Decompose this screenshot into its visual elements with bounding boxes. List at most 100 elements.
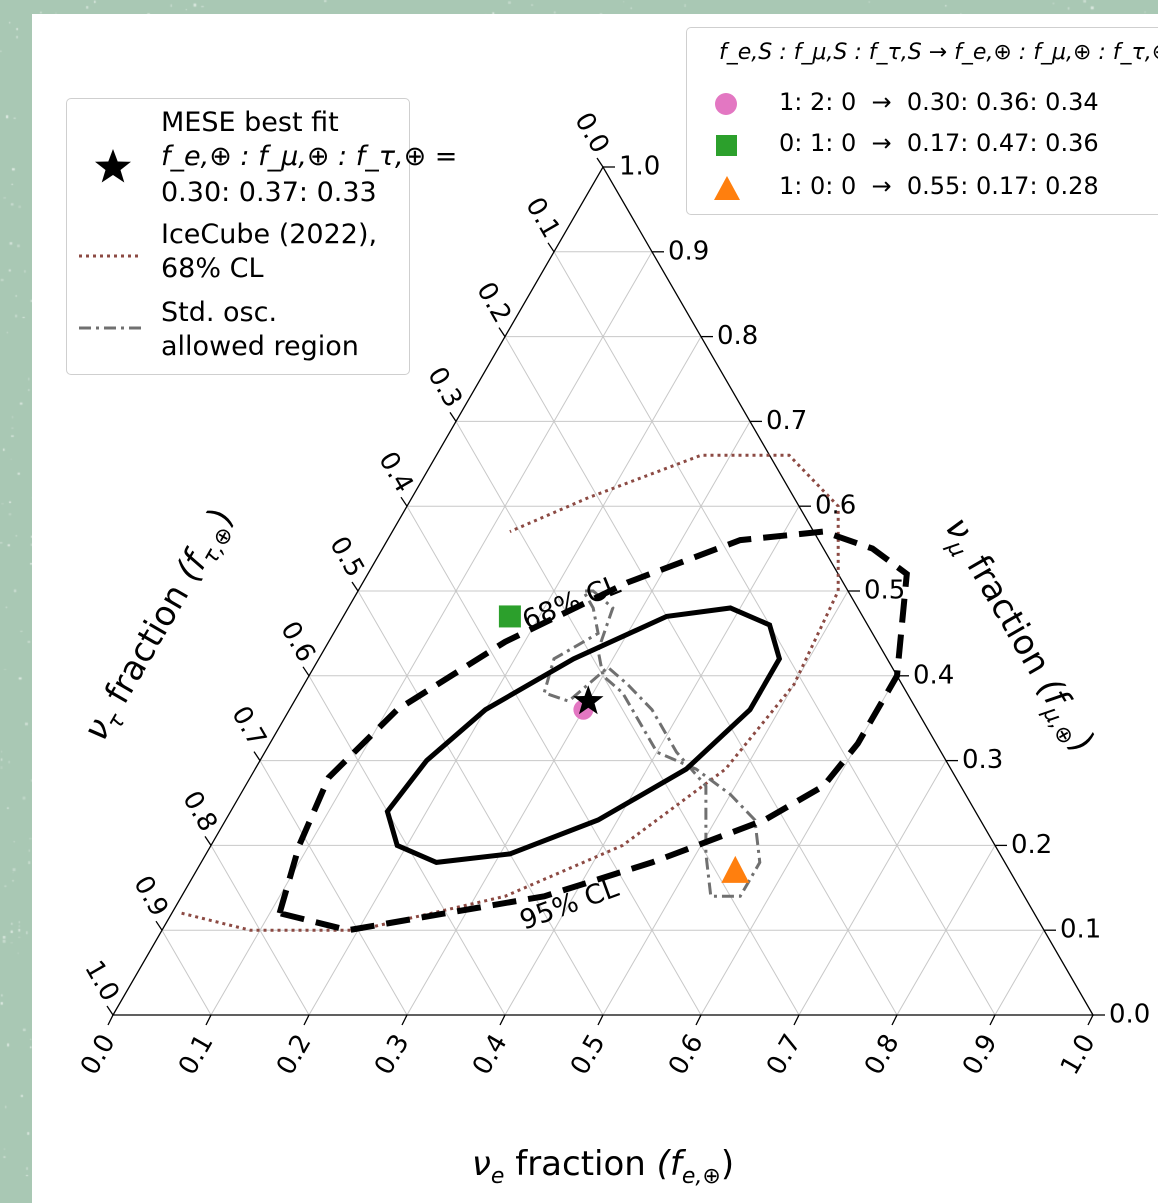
tick-label-right: 0.7 <box>766 406 807 436</box>
contour-95cl <box>275 528 910 934</box>
star-marker-icon <box>95 149 131 183</box>
tick-label-bottom: 0.9 <box>957 1029 1004 1080</box>
tick-left <box>498 327 506 337</box>
legend-stdosc-region: allowed region <box>161 331 359 362</box>
tick-bottom <box>401 1014 408 1026</box>
tick-left <box>155 920 163 931</box>
orange-triangle-icon <box>714 176 740 200</box>
tick-bottom <box>499 1014 506 1026</box>
label-95cl: 95% CL <box>516 872 623 936</box>
tick-label-left: 1.0 <box>78 956 125 1007</box>
tick-label-right: 0.8 <box>717 321 758 351</box>
tick-left <box>253 751 261 761</box>
tick-label-right: 0.3 <box>962 745 1003 775</box>
tick-left <box>596 157 604 168</box>
grid-line-fe <box>896 845 996 1016</box>
tick-label-right: 1.0 <box>619 152 660 182</box>
tick-label-bottom: 0.8 <box>859 1029 906 1080</box>
tick-bottom <box>205 1014 212 1026</box>
legend-bestfit-label: MESE best fit <box>161 107 339 138</box>
tick-label-left: 0.4 <box>372 447 419 498</box>
tick-label-bottom: 0.5 <box>565 1029 612 1080</box>
tick-label-bottom: 0.6 <box>663 1029 710 1080</box>
tick-label-left: 0.5 <box>323 532 370 583</box>
label-68cl: 68% CL <box>518 569 625 636</box>
tick-bottom <box>1087 1014 1094 1026</box>
grid-line-fe <box>994 929 1045 1016</box>
tick-left <box>351 581 359 592</box>
legend-left: MESE best fit f_e,⊕ : f_μ,⊕ : f_τ,⊕ = 0.… <box>66 98 457 375</box>
legend-bestfit-values: 0.30: 0.37: 0.33 <box>161 177 377 208</box>
legend-right: f_e,S : f_μ,S : f_τ,S → f_e,⊕ : f_μ,⊕ : … <box>686 27 1158 215</box>
tick-left <box>547 242 555 253</box>
grid-line-ftau <box>455 421 800 1016</box>
tick-bottom <box>597 1014 604 1026</box>
tick-label-bottom: 1.0 <box>1055 1029 1102 1080</box>
icecube-line-sample <box>79 254 141 258</box>
tick-label-left: 0.2 <box>470 277 517 328</box>
tick-label-right: 0.9 <box>668 236 709 266</box>
green-square-icon <box>716 135 737 156</box>
tick-label-bottom: 0.4 <box>467 1029 514 1080</box>
tick-bottom <box>695 1014 702 1026</box>
tick-left <box>400 496 408 507</box>
axis-title-bottom: νe fraction (fe,⊕) <box>472 1144 734 1189</box>
tick-left <box>106 1005 114 1016</box>
legend-right-row-1: 1: 2: 0 → 0.30: 0.36: 0.34 <box>779 88 1099 116</box>
grid-line-fe <box>210 251 653 1016</box>
grid-line-ftau <box>259 760 408 1016</box>
grid-line-ftau <box>357 590 604 1016</box>
legend-stdosc-label: Std. osc. <box>161 297 278 328</box>
legend-right-row-3: 1: 0: 0 → 0.55: 0.17: 0.28 <box>779 172 1099 200</box>
tick-label-bottom: 0.7 <box>761 1029 808 1080</box>
tick-bottom <box>793 1014 800 1026</box>
pink-circle-icon <box>715 93 737 115</box>
axis-title-left: ντ fraction (fτ,⊕) <box>76 501 246 750</box>
legend-bestfit-formula: f_e,⊕ : f_μ,⊕ : f_τ,⊕ = <box>161 141 458 172</box>
tick-label-bottom: 0.2 <box>271 1029 318 1080</box>
tick-left <box>449 412 457 422</box>
grid-line-ftau <box>210 845 310 1016</box>
tick-label-left: 0.8 <box>176 786 223 837</box>
source-square-marker <box>498 605 521 628</box>
legend-icecube-cl: 68% CL <box>161 253 264 284</box>
tick-left <box>302 666 310 677</box>
contour-68cl <box>384 605 783 865</box>
tick-bottom <box>303 1014 310 1026</box>
legend-icecube-label: IceCube (2022), <box>161 219 378 250</box>
tick-marks <box>106 157 1105 1026</box>
contours <box>181 453 910 934</box>
tick-bottom <box>107 1014 114 1026</box>
tick-label-right: 0.0 <box>1109 1000 1150 1030</box>
grid-line-fe <box>700 675 898 1016</box>
best-fit-star <box>573 685 604 715</box>
grid-line-fe <box>602 590 849 1016</box>
axis-title-right: νμ fraction (fμ,⊕) <box>932 511 1103 761</box>
tick-label-right: 0.1 <box>1060 915 1101 945</box>
tick-label-right: 0.2 <box>1011 830 1052 860</box>
tick-label-left: 0.9 <box>127 871 174 922</box>
source-triangle-marker <box>721 855 750 883</box>
tick-label-bottom: 0.1 <box>173 1029 220 1080</box>
tick-label-left: 0.3 <box>421 362 468 413</box>
icecube-2022-contour <box>181 453 840 932</box>
tick-label-left: 0.1 <box>519 192 566 243</box>
grid-line-fe <box>798 760 947 1016</box>
tick-label-left: 0.7 <box>225 701 272 752</box>
tick-bottom <box>891 1014 898 1026</box>
std-osc-line-sample <box>79 326 141 330</box>
legend-right-row-2: 0: 1: 0 → 0.17: 0.47: 0.36 <box>779 129 1099 157</box>
std-osc-region <box>542 589 762 898</box>
legend-right-header: f_e,S : f_μ,S : f_τ,S → f_e,⊕ : f_μ,⊕ : … <box>719 40 1158 65</box>
grid-line-ftau <box>308 675 506 1016</box>
tick-label-bottom: 0.3 <box>369 1029 416 1080</box>
tick-label-bottom: 0.0 <box>75 1029 122 1080</box>
tick-left <box>204 836 212 846</box>
tick-label-left: 0.0 <box>568 108 615 159</box>
markers <box>498 605 750 883</box>
tick-label-right: 0.5 <box>864 576 905 606</box>
grid-line-ftau <box>161 929 212 1016</box>
tick-bottom <box>989 1014 996 1026</box>
tick-label-left: 0.6 <box>274 616 321 667</box>
